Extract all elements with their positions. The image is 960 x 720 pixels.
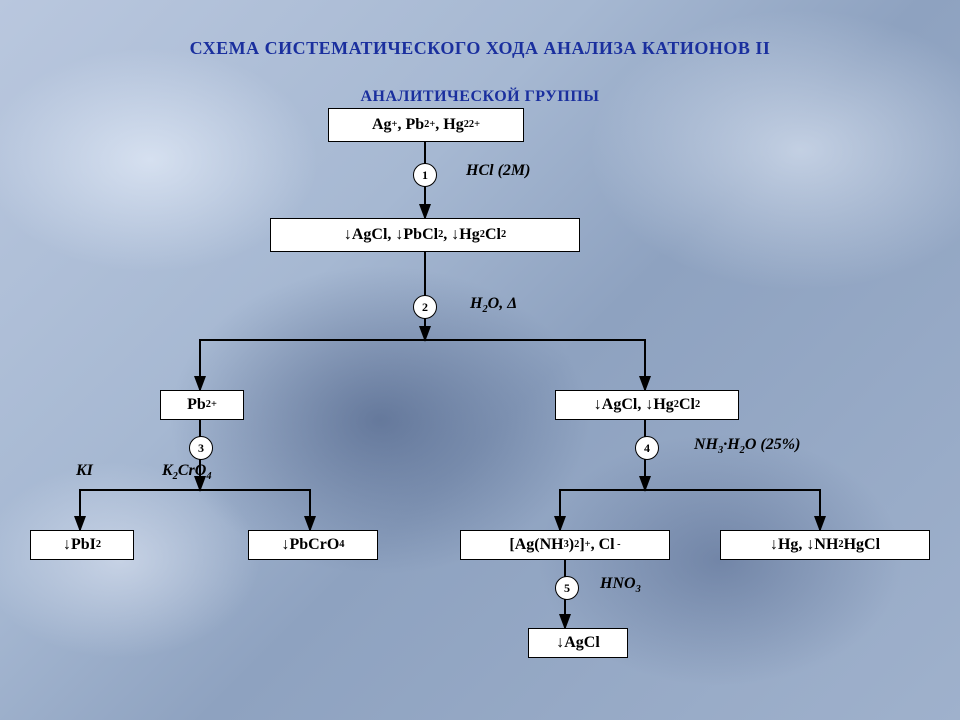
- node-pbi2: ↓PbI2: [30, 530, 134, 560]
- step-5: 5: [555, 576, 579, 600]
- reagent-k2cro4: K2CrO4: [162, 462, 212, 480]
- reagent-hcl: HCl (2M): [466, 162, 530, 180]
- node-pbcro4: ↓PbCrO4: [248, 530, 378, 560]
- diagram-canvas: СХЕМА СИСТЕМАТИЧЕСКОГО ХОДА АНАЛИЗА КАТИ…: [0, 0, 960, 720]
- reagent-nh3: NH3·H2O (25%): [694, 436, 800, 454]
- node-ag-ammine: [Ag(NH3)2]+, Cl -: [460, 530, 670, 560]
- step-1: 1: [413, 163, 437, 187]
- node-pb: Pb2+: [160, 390, 244, 420]
- reagent-h2o-heat: H2O, Δ: [470, 295, 517, 313]
- step-2: 2: [413, 295, 437, 319]
- step-3: 3: [189, 436, 213, 460]
- node-hg-nh2hgcl: ↓Hg, ↓NH2HgCl: [720, 530, 930, 560]
- node-agcl-final: ↓AgCl: [528, 628, 628, 658]
- node-agcl-hg2cl2: ↓AgCl, ↓Hg2Cl2: [555, 390, 739, 420]
- node-chlorides: ↓AgCl, ↓PbCl2, ↓Hg2Cl2: [270, 218, 580, 252]
- node-root-cations: Ag+, Pb2+, Hg22+: [328, 108, 524, 142]
- reagent-ki: KI: [76, 462, 93, 480]
- step-4: 4: [635, 436, 659, 460]
- reagent-hno3: HNO3: [600, 575, 641, 593]
